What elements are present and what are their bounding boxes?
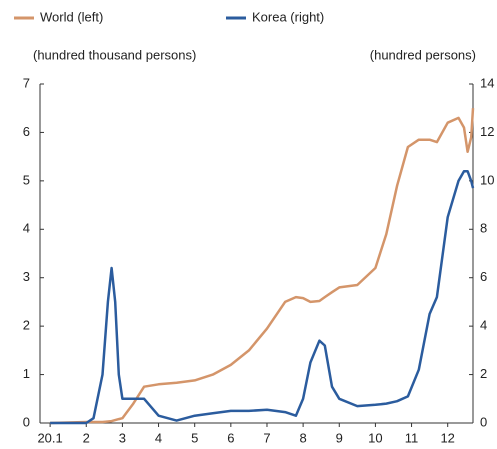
y2-tick-label: 2 (480, 366, 487, 381)
y2-tick-label: 6 (480, 269, 487, 284)
y-axis-label: (hundred thousand persons) (33, 47, 196, 62)
y-tick-label: 6 (23, 124, 30, 139)
y2-tick-label: 0 (480, 414, 487, 429)
x-tick-label: 2 (83, 430, 90, 445)
x-tick-label: 4 (155, 430, 162, 445)
y-tick-label: 7 (23, 75, 30, 90)
legend-label: World (left) (40, 9, 103, 24)
y2-tick-label: 10 (480, 172, 494, 187)
y-tick-label: 3 (23, 269, 30, 284)
series-line (50, 169, 475, 425)
y2-axis-label: (hundred persons) (370, 47, 476, 62)
x-tick-label: 8 (300, 430, 307, 445)
y2-tick-label: 14 (480, 75, 494, 90)
x-tick-label: 7 (263, 430, 270, 445)
y-tick-label: 5 (23, 172, 30, 187)
y-tick-label: 1 (23, 366, 30, 381)
x-tick-label: 20.1 (37, 430, 62, 445)
y-tick-label: 4 (23, 221, 30, 236)
series-line (50, 108, 475, 425)
x-tick-label: 6 (227, 430, 234, 445)
x-tick-label: 12 (440, 430, 454, 445)
x-tick-label: 10 (368, 430, 382, 445)
y-tick-label: 2 (23, 318, 30, 333)
y2-tick-label: 4 (480, 318, 487, 333)
legend-label: Korea (right) (252, 9, 324, 24)
x-tick-label: 9 (336, 430, 343, 445)
x-tick-label: 5 (191, 430, 198, 445)
y2-tick-label: 8 (480, 221, 487, 236)
x-tick-label: 3 (119, 430, 126, 445)
y2-tick-label: 12 (480, 124, 494, 139)
x-tick-label: 11 (405, 430, 419, 445)
y-tick-label: 0 (23, 414, 30, 429)
